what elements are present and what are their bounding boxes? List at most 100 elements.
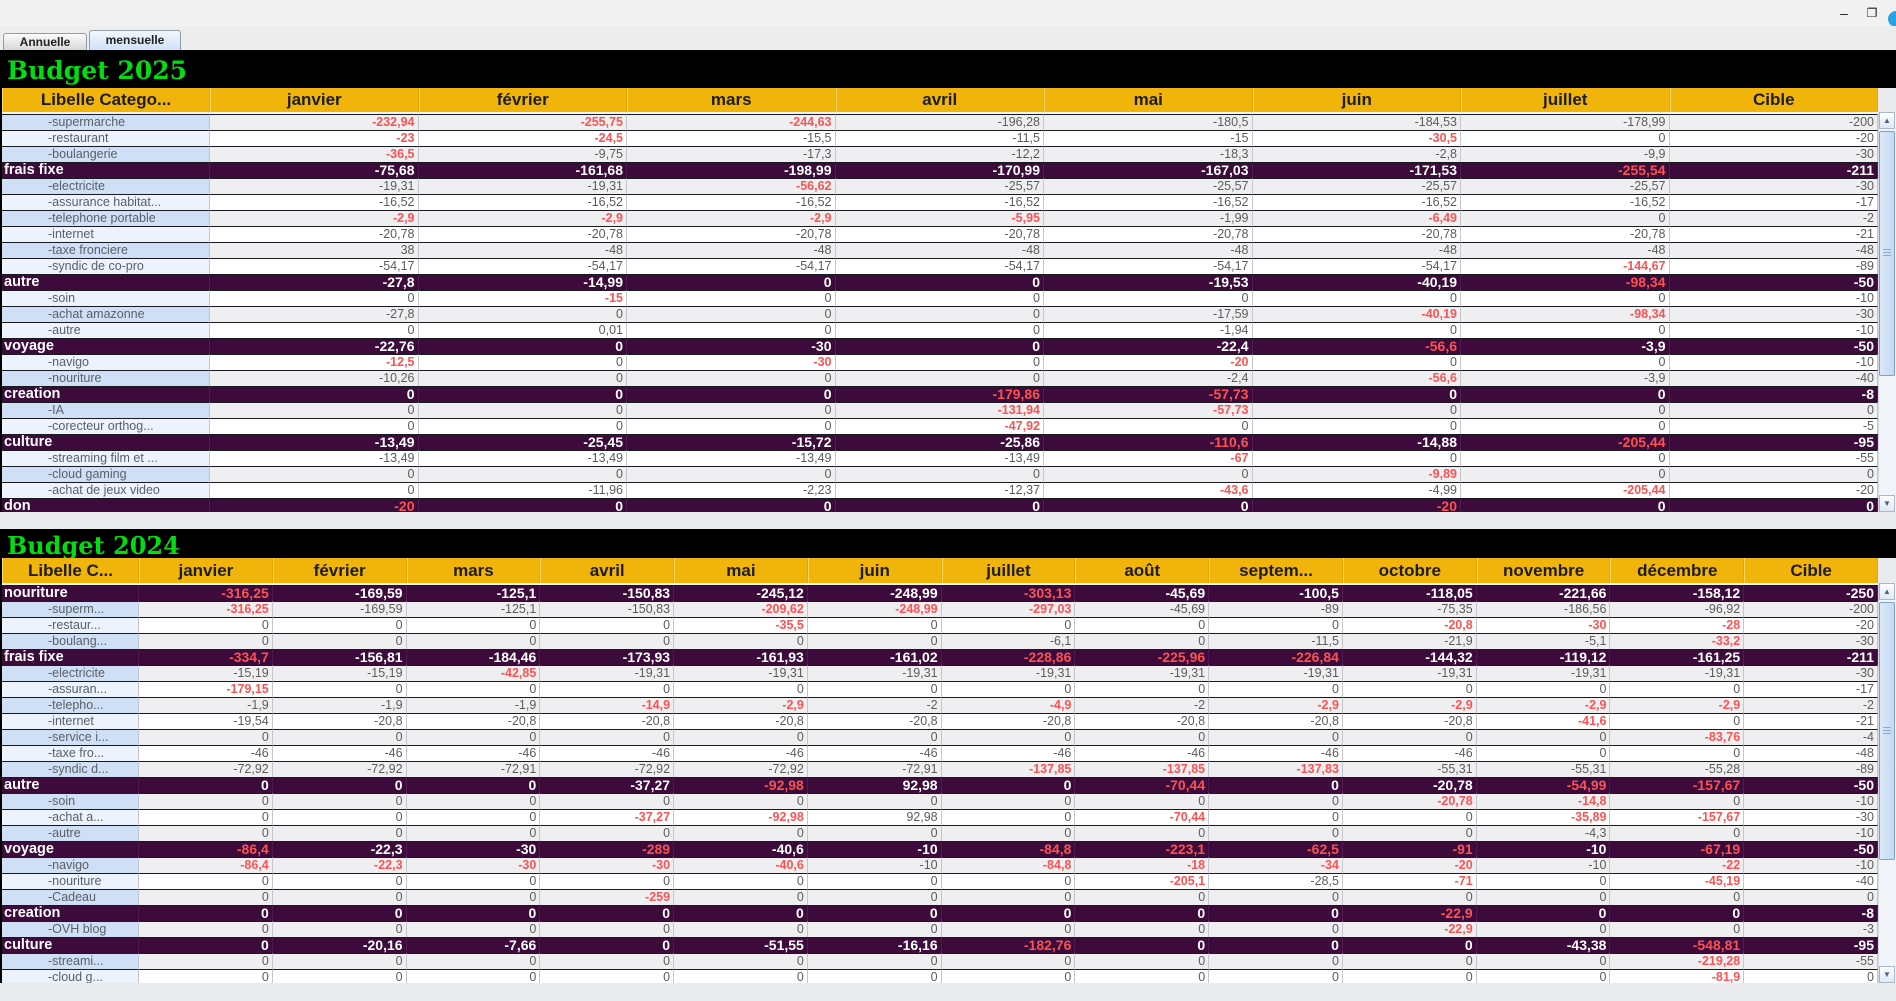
row-label[interactable]: -cloud g... xyxy=(2,969,139,985)
cell[interactable]: 0 xyxy=(1252,450,1461,466)
cell[interactable]: -30 xyxy=(627,338,836,354)
cell[interactable]: 0 xyxy=(674,905,808,921)
cell[interactable]: -2 xyxy=(1744,697,1878,713)
cell[interactable]: -244,63 xyxy=(627,114,836,130)
cell[interactable]: -2,8 xyxy=(1252,146,1461,162)
cell[interactable]: 0 xyxy=(1610,713,1745,729)
cell[interactable]: -22,4 xyxy=(1044,338,1253,354)
cell[interactable]: -56,6 xyxy=(1252,338,1461,354)
cell[interactable]: -2,4 xyxy=(1044,370,1253,386)
cell[interactable]: 0 xyxy=(1669,402,1878,418)
cell[interactable]: -25,57 xyxy=(1044,178,1253,194)
cell[interactable]: -72,92 xyxy=(139,761,273,777)
cell[interactable]: -259 xyxy=(540,889,675,905)
cell[interactable]: -12,2 xyxy=(835,146,1044,162)
cell[interactable]: -137,83 xyxy=(1209,761,1343,777)
cell[interactable]: -21,9 xyxy=(1342,633,1477,649)
row-label[interactable]: -electricite xyxy=(2,665,139,681)
cell[interactable]: -20 xyxy=(1252,498,1461,514)
cell[interactable]: -67 xyxy=(1044,450,1253,466)
cell[interactable]: -144,32 xyxy=(1342,649,1477,665)
cell[interactable]: 0 xyxy=(807,633,942,649)
cell[interactable]: 0 xyxy=(1461,354,1670,370)
cell[interactable]: -10,26 xyxy=(210,370,419,386)
cell[interactable]: -20 xyxy=(1744,617,1878,633)
cell[interactable]: 0 xyxy=(835,498,1044,514)
scroll-down-button-2025[interactable]: ▼ xyxy=(1879,495,1895,512)
cell[interactable]: -10 xyxy=(1476,841,1611,857)
cell[interactable]: -25,57 xyxy=(1461,178,1670,194)
cell[interactable]: 0 xyxy=(1209,793,1343,809)
cell[interactable]: 0 xyxy=(1342,729,1477,745)
cell[interactable]: -19,31 xyxy=(1610,665,1745,681)
column-header[interactable]: Libelle Catego... xyxy=(2,88,210,112)
cell[interactable]: 0 xyxy=(941,905,1076,921)
row-label[interactable]: -achat de jeux video xyxy=(2,482,210,498)
cell[interactable]: 0 xyxy=(1669,498,1878,514)
cell[interactable]: -86,4 xyxy=(139,841,273,857)
cell[interactable]: 0 xyxy=(210,322,419,338)
cell[interactable]: 0 xyxy=(139,825,273,841)
cell[interactable]: -20,8 xyxy=(272,713,407,729)
cell[interactable]: 0 xyxy=(807,825,942,841)
cell[interactable]: 0 xyxy=(674,889,808,905)
cell[interactable]: 0 xyxy=(835,338,1044,354)
cell[interactable]: -95 xyxy=(1744,937,1878,953)
cell[interactable]: 0 xyxy=(540,921,675,937)
cell[interactable]: 0 xyxy=(627,418,836,434)
cell[interactable]: -92,98 xyxy=(674,809,808,825)
cell[interactable]: -161,25 xyxy=(1610,649,1745,665)
cell[interactable]: -57,73 xyxy=(1044,386,1253,402)
cell[interactable]: -55,28 xyxy=(1610,761,1745,777)
cell[interactable]: -75,35 xyxy=(1342,601,1477,617)
row-label[interactable]: -corecteur orthog... xyxy=(2,418,210,434)
cell[interactable]: 0 xyxy=(1461,402,1670,418)
cell[interactable]: 0 xyxy=(627,402,836,418)
cell[interactable]: -75,68 xyxy=(210,162,419,178)
cell[interactable]: 0 xyxy=(139,777,273,793)
cell[interactable]: -211 xyxy=(1744,649,1878,665)
cell[interactable]: 0 xyxy=(272,889,407,905)
cell[interactable]: -72,91 xyxy=(406,761,541,777)
cell[interactable]: 0 xyxy=(1075,953,1210,969)
cell[interactable]: -25,86 xyxy=(835,434,1044,450)
cell[interactable]: -55,31 xyxy=(1342,761,1477,777)
cell[interactable]: -45,19 xyxy=(1610,873,1745,889)
cell[interactable]: -13,49 xyxy=(835,450,1044,466)
cell[interactable]: 0 xyxy=(1461,322,1670,338)
cell[interactable]: 0 xyxy=(835,290,1044,306)
cell[interactable]: 0 xyxy=(835,274,1044,290)
cell[interactable]: 0 xyxy=(1342,809,1477,825)
cell[interactable]: 0 xyxy=(272,921,407,937)
cell[interactable]: -40,6 xyxy=(674,857,808,873)
cell[interactable]: -179,86 xyxy=(835,386,1044,402)
cell[interactable]: 0 xyxy=(1476,745,1611,761)
cell[interactable]: 0 xyxy=(272,777,407,793)
cell[interactable]: -2,9 xyxy=(1209,697,1343,713)
cell[interactable]: 0 xyxy=(1209,729,1343,745)
cell[interactable]: -19,31 xyxy=(1209,665,1343,681)
column-header[interactable]: juin xyxy=(807,558,942,583)
cell[interactable]: -19,31 xyxy=(418,178,627,194)
cell[interactable]: -211 xyxy=(1669,162,1878,178)
cell[interactable]: 0 xyxy=(1075,617,1210,633)
cell[interactable]: -22,76 xyxy=(210,338,419,354)
cell[interactable]: -72,92 xyxy=(540,761,675,777)
cell[interactable]: -245,12 xyxy=(674,585,808,601)
cell[interactable]: -205,1 xyxy=(1075,873,1210,889)
cell[interactable]: 0 xyxy=(1461,418,1670,434)
cell[interactable]: 0 xyxy=(272,953,407,969)
cell[interactable]: -110,6 xyxy=(1044,434,1253,450)
cell[interactable]: -19,54 xyxy=(139,713,273,729)
cell[interactable]: -169,59 xyxy=(272,601,407,617)
cell[interactable]: 0 xyxy=(418,498,627,514)
cell[interactable]: -18 xyxy=(1075,857,1210,873)
row-label[interactable]: -syndic de co-pro xyxy=(2,258,210,274)
cell[interactable]: -9,89 xyxy=(1252,466,1461,482)
cell[interactable]: -125,1 xyxy=(406,601,541,617)
cell[interactable]: 0 xyxy=(1476,953,1611,969)
row-label[interactable]: creation xyxy=(2,905,139,921)
cell[interactable]: 0 xyxy=(1476,905,1611,921)
cell[interactable]: -20,78 xyxy=(1342,793,1477,809)
cell[interactable]: -2,9 xyxy=(1342,697,1477,713)
